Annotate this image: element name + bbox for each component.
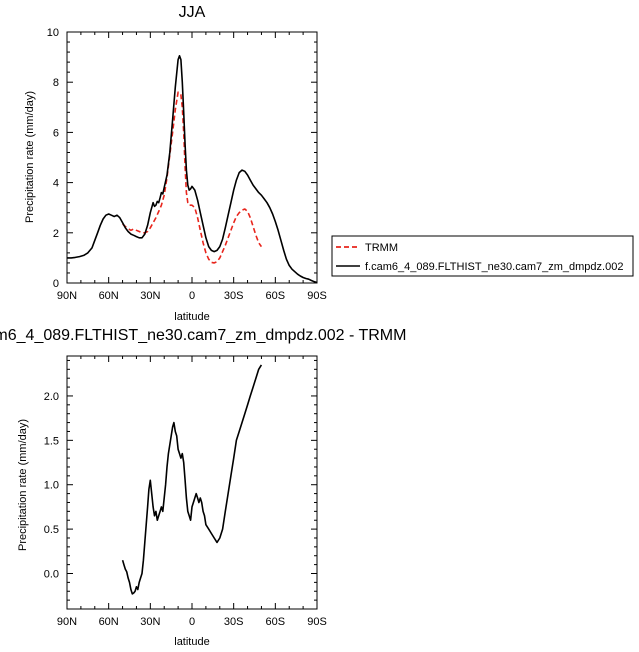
y-tick-label: 2.0 xyxy=(44,391,59,403)
y-tick-label: 10 xyxy=(47,27,59,39)
x-tick-label: 60N xyxy=(99,616,119,628)
x-tick-label: 60S xyxy=(266,616,286,628)
x-tick-label: 0 xyxy=(189,290,195,302)
x-tick-label: 90N xyxy=(57,616,77,628)
chart-title: JJA xyxy=(179,4,206,21)
x-tick-label: 60S xyxy=(266,290,286,302)
y-tick-label: 0.0 xyxy=(44,568,59,580)
x-axis-label: latitude xyxy=(174,311,209,323)
y-tick-label: 1.0 xyxy=(44,480,59,492)
series-line xyxy=(122,91,263,264)
plot-area: 90N 60N 30N 0 30S 60S 90S 0 2 4 6 8 10 xyxy=(47,27,327,302)
series-line xyxy=(121,364,263,595)
legend-label-trmm: TRMM xyxy=(365,242,398,254)
y-tick-label: 0.5 xyxy=(44,524,59,536)
y-axis-label: Precipitation rate (mm/day) xyxy=(24,91,36,223)
x-tick-label: 30S xyxy=(224,616,244,628)
x-tick-label: 90S xyxy=(307,616,327,628)
legend: TRMM f.cam6_4_089.FLTHIST_ne30.cam7_zm_d… xyxy=(331,235,634,277)
legend-label-model: f.cam6_4_089.FLTHIST_ne30.cam7_zm_dmpdz.… xyxy=(365,261,623,273)
plot-frame xyxy=(66,31,318,284)
x-tick-label: 90S xyxy=(307,290,327,302)
x-tick-label: 30S xyxy=(224,290,244,302)
y-tick-label: 1.5 xyxy=(44,435,59,447)
y-axis-label: Precipitation rate (mm/day) xyxy=(17,419,29,551)
x-tick-label: 30N xyxy=(140,290,160,302)
x-tick-label: 30N xyxy=(140,616,160,628)
plot-area: 90N 60N 30N 0 30S 60S 90S 0.0 0.5 1.0 1.5 2.0 xyxy=(44,355,327,628)
legend-box xyxy=(331,235,634,277)
y-tick-label: 2 xyxy=(53,228,59,240)
series-line xyxy=(67,54,318,284)
x-tick-label: 90N xyxy=(57,290,77,302)
x-tick-label: 60N xyxy=(99,290,119,302)
y-tick-label: 6 xyxy=(53,127,59,139)
chart-title: cam6_4_089.FLTHIST_ne30.cam7_zm_dmpdz.00… xyxy=(0,327,406,344)
y-tick-label: 4 xyxy=(53,178,59,190)
plot-frame xyxy=(66,355,318,610)
ylabel-group: Precipitation rate (mm/day) xyxy=(24,91,36,223)
y-tick-label: 8 xyxy=(53,77,59,89)
y-tick-label: 0 xyxy=(53,278,59,290)
x-tick-label: 0 xyxy=(189,616,195,628)
ylabel-group: Precipitation rate (mm/day) xyxy=(17,419,29,551)
x-axis-label: latitude xyxy=(174,636,209,648)
